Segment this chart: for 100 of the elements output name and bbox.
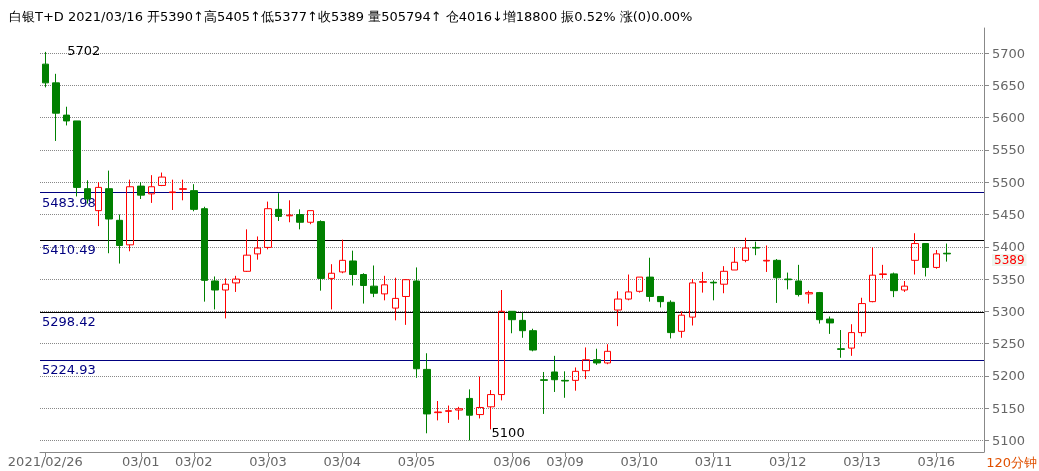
candlestick (169, 179, 176, 211)
x-tick-label: 03/13 (843, 454, 881, 469)
candlestick (657, 295, 664, 308)
candlestick (317, 219, 325, 292)
candlestick (911, 232, 919, 276)
candlestick (95, 181, 102, 227)
candlestick (487, 389, 495, 430)
candlestick (307, 210, 314, 225)
candlestick (360, 272, 367, 305)
chart-title: 白银T+D 2021/03/16 开5390↑高5405↑低5377↑收5389 量505794↑ 仓4016↓增18800 振0.52% 涨(0)0.00% (9, 9, 693, 24)
candlestick (73, 120, 81, 197)
candlestick (561, 370, 569, 399)
candlestick (275, 192, 282, 222)
candlestick (402, 278, 410, 326)
candlestick (423, 352, 431, 434)
y-tick-label: 5700 (992, 45, 1026, 61)
x-tick-label: 03/01 (122, 454, 160, 469)
ref-line-label: 5224.93 (42, 361, 96, 377)
y-tick-label: 5450 (992, 207, 1026, 223)
candlestick (943, 243, 951, 263)
annotation: 5702 (67, 42, 101, 58)
candlestick (243, 228, 251, 273)
candlestick (201, 206, 208, 303)
y-tick-label: 5500 (992, 174, 1026, 190)
candlestick (286, 199, 293, 223)
candlestick (784, 272, 792, 290)
y-tick-label: 5550 (992, 142, 1026, 158)
candlestick (190, 183, 198, 212)
candlestick (328, 263, 335, 310)
candlestick (137, 181, 145, 200)
candlestick (445, 405, 452, 424)
candlestick (699, 271, 707, 294)
candlestick (540, 371, 548, 415)
candlestick (508, 310, 516, 334)
candlestick (678, 310, 685, 339)
candlestick (742, 237, 749, 263)
candlestick (572, 366, 579, 392)
ref-line-label: 5483.98 (42, 194, 96, 210)
candlestick (63, 106, 70, 126)
x-tick-label: 03/16 (917, 454, 955, 469)
candlestick (42, 51, 49, 88)
candlestick (593, 348, 601, 366)
x-tick-label: 03/10 (620, 454, 659, 469)
candlestick (689, 278, 696, 327)
y-tick-label: 5200 (992, 368, 1026, 384)
candlestick (381, 275, 388, 301)
candlestick (105, 170, 113, 254)
candlestick (158, 172, 166, 187)
candlestick (116, 214, 123, 265)
candlestick (922, 243, 929, 277)
y-tick-label: 5100 (992, 432, 1026, 448)
candlestick (498, 289, 505, 401)
candlestick (370, 264, 378, 298)
candlestick (466, 388, 473, 441)
candlestick (148, 174, 155, 204)
ref-line-label: 5410.49 (42, 242, 96, 258)
annotation: 5100 (491, 425, 525, 441)
x-tick-label: 03/09 (546, 454, 584, 469)
candlestick (805, 290, 813, 305)
candlestick (179, 179, 187, 201)
candlestick (392, 277, 399, 321)
candlestick (614, 290, 622, 327)
candlestick (816, 291, 823, 325)
y-tick-label: 5300 (992, 303, 1026, 319)
candlestick (858, 297, 866, 337)
candlestick (211, 275, 219, 310)
y-tick-label: 5650 (992, 77, 1026, 93)
text: 120分钟 (986, 455, 1038, 470)
y-tick-label: 5150 (992, 400, 1026, 416)
y-tick-label: 5350 (992, 271, 1026, 287)
ref-line-label: 5298.42 (42, 314, 96, 330)
candlestick (551, 355, 558, 393)
candlestick (455, 406, 463, 421)
candlestick (773, 258, 781, 304)
candlestick (731, 246, 738, 271)
candlestick (126, 179, 134, 252)
candlestick (901, 280, 908, 293)
candlestick (349, 250, 357, 286)
candlestick (646, 257, 654, 303)
text: 5389 (994, 252, 1025, 267)
candlestick (413, 266, 420, 379)
candlestick (604, 343, 611, 365)
candlestick (264, 201, 272, 250)
candlestick (254, 235, 261, 261)
candlestick (933, 249, 940, 270)
candlestick (710, 279, 717, 301)
candlestick (720, 265, 728, 294)
candlestick (625, 274, 632, 301)
x-tick-label: 03/02 (175, 454, 213, 469)
candlestick (339, 239, 346, 274)
y-tick-label: 5250 (992, 336, 1026, 352)
x-tick-label: 03/06 (493, 454, 531, 469)
x-tick-label: 03/05 (397, 454, 436, 469)
candlestick (763, 244, 770, 273)
candlestick (837, 329, 845, 359)
candlestick (667, 299, 675, 339)
candlestick (826, 315, 834, 335)
candlestick (795, 264, 802, 297)
candlestick (222, 277, 229, 319)
candlestick (582, 346, 590, 380)
